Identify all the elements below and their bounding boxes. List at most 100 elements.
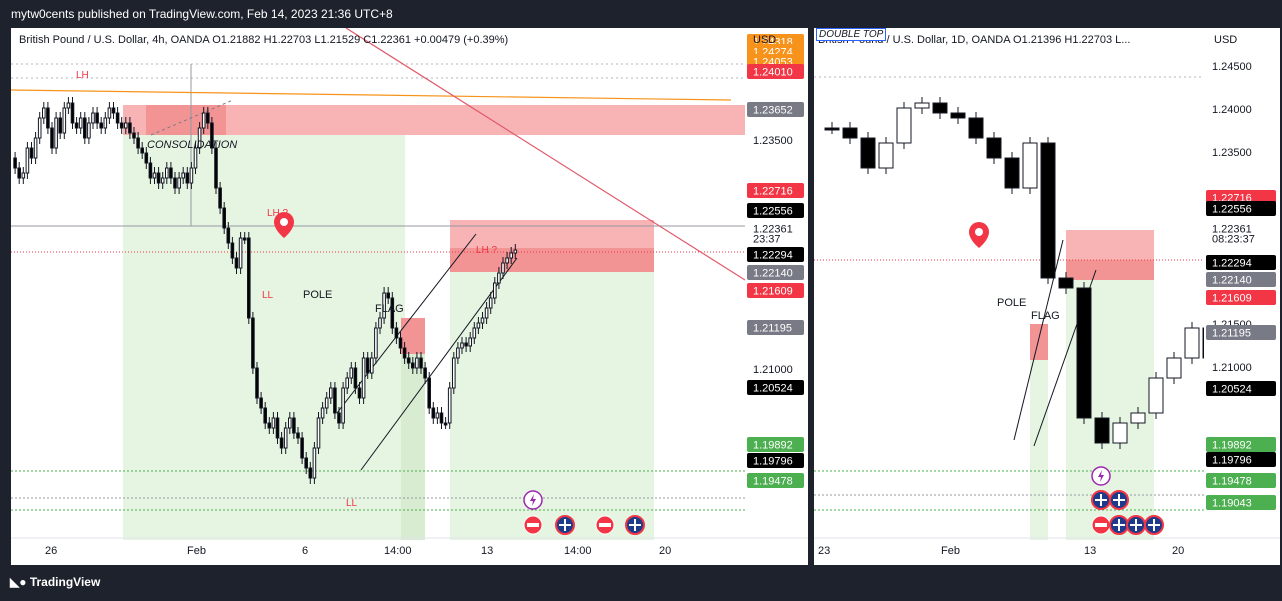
- candle-body: [333, 387, 337, 414]
- x-tick-labels: 26 Feb 6 14:00 13 14:00 20: [45, 545, 671, 557]
- candle-body: [152, 172, 157, 179]
- candle-body: [165, 167, 169, 179]
- candle-body: [185, 172, 190, 184]
- candle-body: [29, 147, 34, 159]
- price-label-text: 1.22361: [1212, 224, 1252, 236]
- price-label-text: 1.19043: [1212, 498, 1252, 510]
- y-tick-label: 1.21000: [1212, 362, 1252, 374]
- candle-body: [1004, 157, 1020, 189]
- price-labels: 1.227161.225561.2236108:23:371.222941.22…: [1206, 190, 1276, 510]
- candle-body: [271, 417, 276, 429]
- price-label: 1.19796: [1206, 452, 1276, 467]
- candle-body: [308, 467, 313, 479]
- price-label: 1.19796: [747, 453, 804, 468]
- event-us-flag-icon[interactable]: [595, 515, 615, 535]
- price-label: 1.19892: [1206, 437, 1276, 452]
- candle-body: [115, 112, 120, 124]
- candle-body: [484, 307, 489, 319]
- price-label-text: 1.20524: [1212, 384, 1252, 396]
- event-bolt-icon[interactable]: [523, 490, 543, 510]
- price-label-text: 08:23:37: [1212, 234, 1255, 246]
- candle-body: [361, 357, 366, 399]
- candle-body: [415, 357, 419, 369]
- candle-body: [234, 257, 239, 269]
- candle-body: [42, 107, 46, 119]
- symbol-legend: British Pound / U.S. Dollar, 1D, OANDA O…: [818, 34, 1131, 46]
- candle-body: [357, 387, 362, 399]
- candle-body: [238, 237, 243, 269]
- candle-body: [1184, 327, 1200, 359]
- candle-body: [99, 122, 104, 129]
- event-uk-flag-icon[interactable]: [1091, 490, 1111, 510]
- price-label: 08:23:37: [1212, 234, 1255, 246]
- candle-body: [439, 412, 444, 424]
- x-tick-label: 20: [1172, 545, 1184, 557]
- price-label-text: 1.22556: [753, 206, 793, 218]
- price-label: 1.24010: [747, 64, 804, 79]
- candle-body: [402, 347, 407, 359]
- candle-body: [177, 177, 181, 189]
- candle-body: [54, 117, 58, 149]
- event-uk-flag-icon[interactable]: [555, 515, 575, 535]
- orange-trendline: [11, 89, 732, 101]
- annotation-lh-q2: LH ?: [476, 245, 498, 256]
- price-label: 1.19478: [1206, 473, 1276, 488]
- candle-body: [140, 147, 144, 154]
- candle-body: [124, 122, 128, 129]
- candle-body: [468, 337, 472, 347]
- price-label: 1.21195: [1206, 325, 1276, 340]
- candle-body: [46, 107, 50, 129]
- candle-body: [480, 317, 485, 324]
- candle-body: [222, 207, 226, 229]
- candle-body: [189, 167, 194, 184]
- candle-body: [968, 117, 984, 139]
- candle-body: [251, 317, 255, 369]
- price-label-text: 1.21609: [1212, 293, 1252, 305]
- chart-1d-panel[interactable]: POLE FLAG 1.245001.240001.235001.230001.…: [814, 28, 1280, 565]
- y-tick-label: 1.24000: [1212, 104, 1252, 116]
- candle-body: [288, 417, 292, 429]
- candle-body: [365, 357, 370, 374]
- candle-body: [226, 227, 231, 244]
- annotation-pole: POLE: [303, 289, 332, 301]
- event-bolt-icon[interactable]: [1091, 466, 1111, 486]
- candle-body: [950, 112, 966, 119]
- event-uk-flag-icon[interactable]: [625, 515, 645, 535]
- chart-4h-panel[interactable]: LH LH ? CONSOLIDATION LL POLE FLAG LH ? …: [11, 28, 808, 565]
- price-label: 1.22140: [1206, 272, 1276, 287]
- candle-body: [304, 457, 308, 469]
- candle-body: [247, 237, 251, 319]
- annotation-lh: LH: [76, 70, 89, 81]
- price-label-text: 1.22716: [753, 186, 793, 198]
- price-label-text: 1.19892: [1212, 440, 1252, 452]
- event-us-flag-icon[interactable]: [523, 515, 543, 535]
- price-label-text: 1.21195: [1212, 328, 1251, 340]
- candle-body: [329, 387, 333, 399]
- candle-body: [66, 102, 71, 109]
- candle-body: [201, 112, 206, 129]
- price-label: 1.19043: [1206, 495, 1276, 510]
- tradingview-logo[interactable]: ◣● TradingView: [10, 575, 100, 589]
- candle-body: [37, 117, 42, 139]
- annotation-ll2: LL: [346, 498, 358, 509]
- event-us-flag-icon[interactable]: [1091, 515, 1111, 535]
- candle-body: [255, 367, 259, 399]
- candle-body: [103, 117, 108, 129]
- chart-4h-svg[interactable]: LH LH ? CONSOLIDATION LL POLE FLAG LH ? …: [11, 28, 808, 565]
- candle-body: [501, 262, 505, 274]
- chart-1d-svg[interactable]: POLE FLAG 1.245001.240001.235001.230001.…: [814, 28, 1280, 565]
- candle-body: [128, 122, 132, 134]
- event-uk-flag-icon[interactable]: [1126, 515, 1146, 535]
- candle-body: [1094, 417, 1110, 444]
- candle-body: [1112, 422, 1128, 444]
- candle-body: [394, 327, 399, 339]
- event-uk-flag-icon[interactable]: [1109, 515, 1129, 535]
- price-label-text: 1.22140: [753, 268, 793, 280]
- event-uk-flag-icon[interactable]: [1144, 515, 1164, 535]
- event-uk-flag-icon[interactable]: [1109, 490, 1129, 510]
- candle-body: [320, 407, 325, 419]
- candle-body: [419, 357, 423, 369]
- candle-body: [50, 127, 54, 149]
- candle-body: [91, 112, 95, 124]
- candle-body: [878, 142, 894, 169]
